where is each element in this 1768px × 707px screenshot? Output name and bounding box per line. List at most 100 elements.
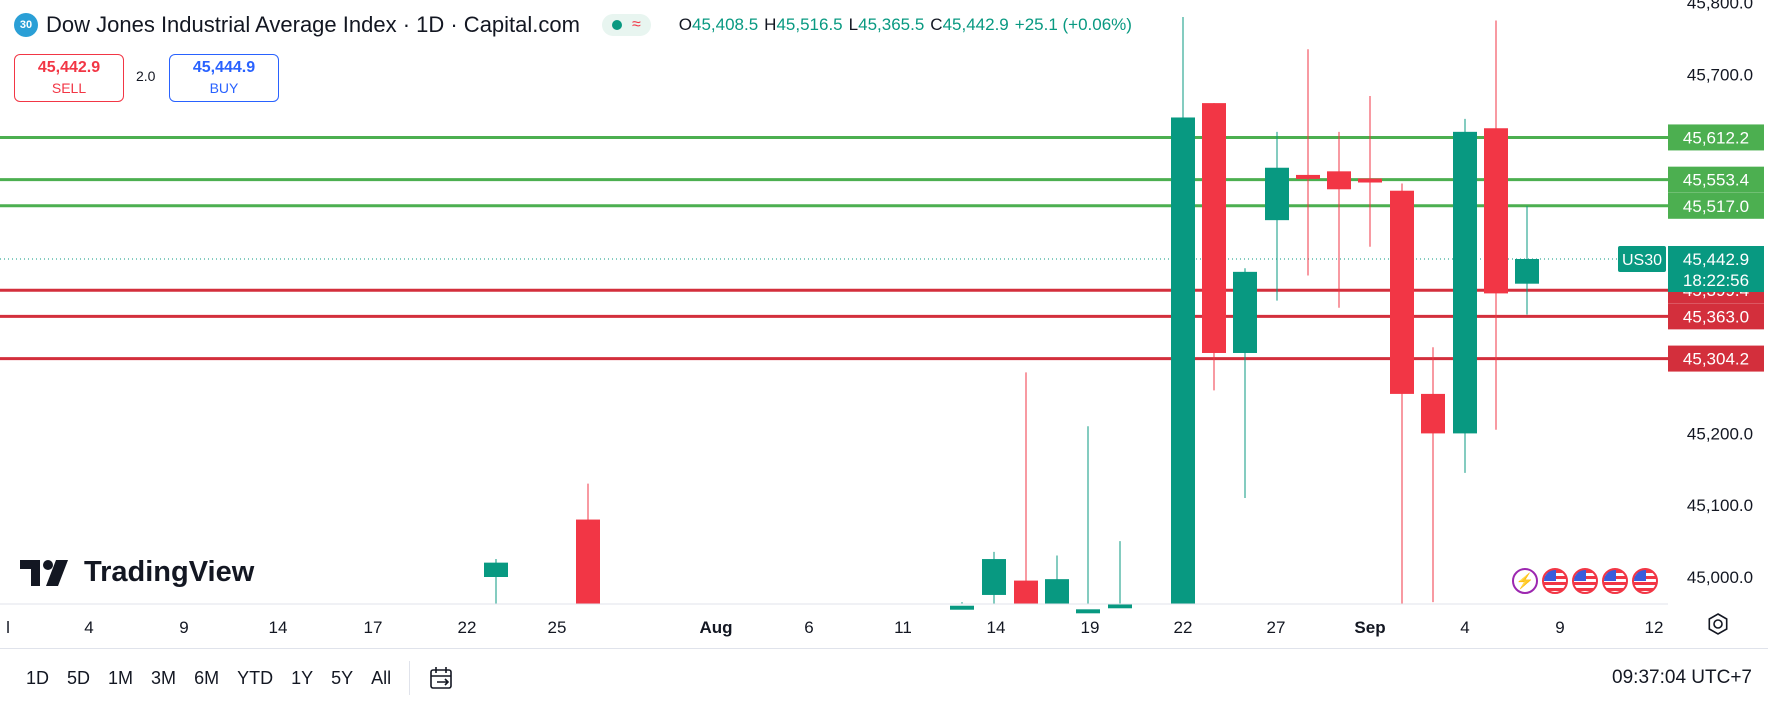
bottom-toolbar: 1D 5D 1M 3M 6M YTD 1Y 5Y All 09:37:04 UT… [0,648,1768,707]
flash-icon[interactable]: ⚡ [1512,568,1538,594]
x-tick-label: 4 [84,618,93,637]
symbol-tag [1618,245,1666,272]
buy-price: 45,444.9 [192,59,256,76]
candle-body [1045,579,1069,604]
chart-header: 30 Dow Jones Industrial Average Index · … [14,10,1132,40]
events-row: ⚡ [1512,568,1658,594]
candle-body [1108,604,1132,609]
range-1m-button[interactable]: 1M [108,667,134,688]
level-price-label: 45,553.4 [1683,171,1749,190]
candle-body [1296,174,1320,179]
level-price-label: 45,304.2 [1683,350,1749,369]
ohlc-high-label: H [764,15,777,34]
x-tick-label: 17 [364,618,383,637]
range-5y-button[interactable]: 5Y [331,667,354,688]
candle-body [1014,580,1038,604]
candle-body [1233,271,1257,353]
range-6m-button[interactable]: 6M [194,667,220,688]
sell-price: 45,442.9 [37,59,101,76]
buy-button[interactable]: 45,444.9 BUY [169,54,279,102]
gear-icon[interactable] [1706,612,1730,636]
tradingview-logo-icon [20,559,68,586]
candle-body [982,559,1006,595]
candle-body [1421,393,1445,434]
range-5d-button[interactable]: 5D [67,667,91,688]
y-tick-label: 45,700.0 [1687,65,1753,84]
candles [484,16,1539,614]
candle-body [576,519,600,604]
tradingview-logo[interactable]: TradingView [20,556,254,589]
candle-body [1515,258,1539,284]
candle-body [1171,117,1195,604]
time-axis: l 4 9 14 17 22 25 Aug 6 11 14 19 22 27 Sep 4 9 12 [0,603,1668,637]
range-all-button[interactable]: All [371,667,392,688]
ohlc-readout: O45,408.5 H45,516.5 L45,365.5 C45,442.9 … [679,15,1132,35]
candle-body [950,605,974,610]
range-1d-button[interactable]: 1D [26,667,50,688]
candle-body [1358,178,1382,183]
us-flag-icon[interactable] [1602,568,1628,594]
x-tick-label: 14 [269,618,288,637]
x-tick-label: 9 [1555,618,1564,637]
range-3m-button[interactable]: 3M [151,667,177,688]
x-tick-label: 4 [1460,618,1469,637]
candle-body [1076,609,1100,614]
countdown-label: 18:22:56 [1683,271,1749,290]
level-price-label: 45,517.0 [1683,197,1749,216]
us-flag-icon[interactable] [1542,568,1568,594]
candle-body [1202,103,1226,353]
symbol-badge[interactable]: 30 [14,13,38,37]
level-price-tag [1668,166,1764,193]
symbol-tag-label: US30 [1622,252,1662,269]
candle-body [1327,171,1351,190]
market-open-dot-icon [611,20,622,30]
sell-button[interactable]: 45,442.9 SELL [14,54,124,102]
us-flag-icon[interactable] [1632,568,1658,594]
utc-clock[interactable]: 09:37:04 UTC+7 [1612,667,1752,688]
x-tick-label: 12 [1645,618,1664,637]
chart-title[interactable]: Dow Jones Industrial Average Index · 1D … [46,12,580,37]
x-tick-label: l [6,618,10,637]
x-tick-label: 9 [179,618,188,637]
last-price-tag [1668,245,1764,292]
x-tick-label: 6 [804,618,813,637]
x-tick-label: 22 [1174,618,1193,637]
y-tick-label: 45,100.0 [1687,496,1753,515]
price-axis: 45,000.0 45,100.0 45,200.0 45,700.0 45,800.0… [1618,0,1764,587]
ohlc-low-label: L [848,15,859,34]
ohlc-close: 45,442.9 [942,15,1009,34]
us-flag-icon[interactable] [1572,568,1598,594]
x-tick-label: 19 [1081,618,1100,637]
buy-label: BUY [209,80,239,96]
tradingview-logo-text: TradingView [84,556,255,588]
ohlc-open-label: O [678,15,692,34]
level-price-tag [1668,345,1764,372]
y-tick-label: 45,800.0 [1687,0,1753,13]
candle-body [1390,190,1414,394]
x-tick-label: 27 [1267,618,1286,637]
price-chart[interactable]: 45,000.0 45,100.0 45,200.0 45,700.0 45,800.0… [0,0,1768,648]
ohlc-low: 45,365.5 [858,15,925,34]
ohlc-high: 45,516.5 [776,15,843,34]
level-price-tag [1668,303,1764,330]
level-price-tag [1668,192,1764,219]
candle-body [484,562,508,577]
x-tick-label: 14 [987,618,1006,637]
toolbar-divider [409,661,411,695]
y-tick-label: 45,000.0 [1687,568,1753,587]
candle-body [1484,128,1508,294]
level-price-tag [1668,124,1764,151]
spread-value: 2.0 [136,68,156,84]
sell-label: SELL [51,80,87,96]
calendar-range-icon[interactable] [428,664,456,692]
horizontal-levels [0,135,1668,361]
market-status-pill[interactable]: ≈ [601,14,651,36]
y-tick-label: 45,200.0 [1687,424,1753,443]
candle-body [1265,167,1289,221]
range-ytd-button[interactable]: YTD [237,667,274,688]
range-1y-button[interactable]: 1Y [291,667,314,688]
ohlc-change: +25.1 (+0.06%) [1014,15,1132,34]
ohlc-open: 45,408.5 [691,15,759,34]
level-price-label: 45,363.0 [1683,307,1749,326]
level-price-label: 45,612.2 [1683,128,1749,147]
